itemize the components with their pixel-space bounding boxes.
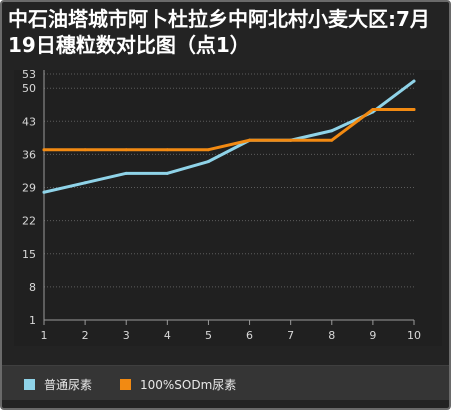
series-1-point-4 — [165, 171, 169, 175]
series-2-point-8 — [330, 138, 334, 142]
plot-area — [14, 70, 442, 346]
x-tick-label-1: 1 — [41, 329, 48, 342]
series-2-point-4 — [165, 148, 169, 152]
series-2-point-6 — [248, 138, 252, 142]
y-tick-label-43: 43 — [22, 115, 36, 128]
series-1-point-8 — [330, 129, 334, 133]
x-tick-label-3: 3 — [123, 329, 130, 342]
series-1-point-5 — [206, 160, 210, 164]
x-tick-label-10: 10 — [407, 329, 421, 342]
x-tick-label-7: 7 — [287, 329, 294, 342]
series-line-1 — [42, 79, 416, 194]
legend-item-series-2[interactable]: 100%SODm尿素 — [120, 376, 236, 393]
y-tick-label-50: 50 — [22, 82, 36, 95]
x-tick-label-5: 5 — [205, 329, 212, 342]
series-2-point-7 — [289, 138, 293, 142]
legend-swatch-series-1 — [24, 379, 35, 390]
chart-title: 中石油塔城市阿卜杜拉乡中阿北村小麦大区:7月19日穗粒数对比图（点1） — [8, 7, 430, 57]
x-tick-label-8: 8 — [328, 329, 335, 342]
series-2-point-3 — [124, 148, 128, 152]
y-tick-label-22: 22 — [22, 215, 36, 228]
series-1-point-10 — [412, 79, 416, 83]
x-tick-label-2: 2 — [82, 329, 89, 342]
y-tick-label-29: 29 — [22, 182, 36, 195]
legend: 普通尿素 100%SODm尿素 — [2, 365, 449, 400]
series-2-point-1 — [42, 148, 46, 152]
y-tick-label-53: 53 — [22, 68, 36, 81]
legend-label-series-2: 100%SODm尿素 — [140, 378, 237, 392]
series-2-point-5 — [206, 148, 210, 152]
series-1-point-1 — [42, 190, 46, 194]
legend-item-series-1[interactable]: 普通尿素 — [24, 376, 92, 393]
series-2-point-10 — [412, 107, 416, 111]
series-2-point-2 — [83, 148, 87, 152]
x-tick-label-9: 9 — [369, 329, 376, 342]
legend-swatch-series-2 — [120, 379, 131, 390]
x-tick-label-6: 6 — [246, 329, 253, 342]
series-1-point-2 — [83, 181, 87, 185]
y-tick-label-1: 1 — [29, 314, 36, 327]
x-tick-label-4: 4 — [164, 329, 171, 342]
y-tick-label-8: 8 — [29, 281, 36, 294]
y-tick-label-36: 36 — [22, 148, 36, 161]
series-1-point-3 — [124, 171, 128, 175]
y-tick-label-15: 15 — [22, 248, 36, 261]
series-line-2 — [42, 107, 416, 152]
legend-label-series-1: 普通尿素 — [44, 378, 93, 392]
series-2-point-9 — [371, 107, 375, 111]
